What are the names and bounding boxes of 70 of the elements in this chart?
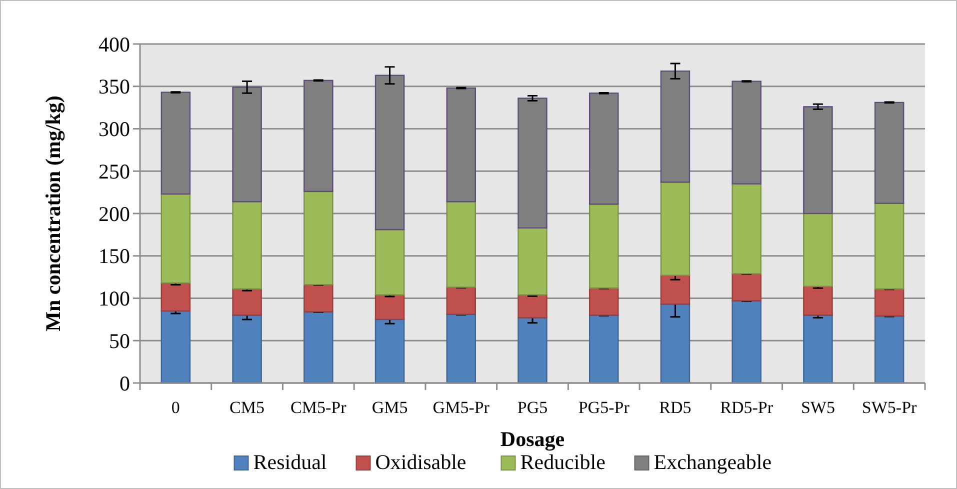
y-tick-label: 150 bbox=[98, 244, 130, 268]
bar bbox=[160, 282, 191, 312]
bar bbox=[374, 74, 405, 230]
y-tick-label: 100 bbox=[98, 286, 130, 311]
bar bbox=[232, 314, 262, 384]
bar bbox=[588, 92, 619, 205]
bar bbox=[446, 87, 476, 202]
x-tick-label: RD5 bbox=[659, 398, 692, 417]
bar bbox=[232, 86, 262, 202]
bar bbox=[446, 201, 476, 288]
x-axis-title: Dosage bbox=[500, 427, 565, 451]
legend-label: Reducible bbox=[520, 450, 606, 474]
bar bbox=[518, 317, 548, 384]
bar bbox=[446, 286, 476, 315]
bar bbox=[518, 98, 548, 229]
bar bbox=[660, 274, 690, 305]
bar bbox=[518, 294, 548, 318]
bar bbox=[232, 201, 262, 290]
y-tick-label: 200 bbox=[98, 202, 130, 226]
bar bbox=[160, 193, 191, 284]
legend-label: Exchangeable bbox=[654, 450, 772, 474]
x-tick-label: SW5 bbox=[800, 398, 835, 417]
bar bbox=[304, 311, 334, 384]
y-tick-label: 0 bbox=[120, 371, 130, 396]
bar bbox=[660, 304, 690, 384]
bar bbox=[374, 294, 405, 320]
bar bbox=[518, 227, 548, 296]
bar bbox=[732, 183, 762, 274]
legend-label: Residual bbox=[253, 450, 327, 474]
bar bbox=[803, 212, 833, 287]
x-tick-label: CM5-Pr bbox=[290, 398, 347, 417]
bar bbox=[588, 287, 619, 316]
bar bbox=[374, 318, 405, 384]
bar bbox=[160, 310, 191, 384]
x-tick-label: 0 bbox=[171, 398, 180, 417]
x-tick-label: PG5-Pr bbox=[578, 398, 630, 417]
y-tick-label: 350 bbox=[98, 74, 130, 99]
x-tick-label: PG5 bbox=[517, 398, 548, 417]
x-tick-label: CM5 bbox=[230, 398, 265, 417]
bar bbox=[732, 80, 762, 184]
bar bbox=[304, 190, 334, 286]
bar bbox=[803, 286, 833, 316]
bar bbox=[732, 273, 762, 302]
legend-label: Oxidisable bbox=[375, 450, 466, 474]
bar bbox=[304, 80, 334, 192]
x-tick-label: GM5 bbox=[372, 398, 408, 417]
bar bbox=[874, 202, 904, 290]
bar bbox=[374, 229, 405, 296]
bar bbox=[874, 315, 904, 384]
bar bbox=[588, 204, 619, 289]
bar bbox=[160, 92, 191, 195]
y-tick-label: 300 bbox=[98, 117, 130, 142]
y-tick-label: 50 bbox=[109, 328, 130, 353]
bar bbox=[446, 314, 476, 384]
x-tick-label: RD5-Pr bbox=[720, 398, 774, 417]
bar bbox=[232, 288, 262, 316]
bar bbox=[803, 314, 833, 384]
bar bbox=[803, 106, 833, 214]
bar bbox=[660, 182, 690, 276]
bar bbox=[660, 70, 690, 183]
x-tick-label: SW5-Pr bbox=[862, 398, 918, 417]
y-tick-label: 400 bbox=[98, 32, 130, 56]
x-tick-label: GM5-Pr bbox=[432, 398, 490, 417]
bar bbox=[304, 284, 334, 312]
bar bbox=[732, 300, 762, 384]
y-axis-title: Mn concentration (mg/kg) bbox=[41, 96, 65, 332]
y-tick-label: 250 bbox=[98, 159, 130, 184]
bar bbox=[874, 102, 904, 204]
bar bbox=[874, 288, 904, 317]
bar bbox=[588, 314, 619, 384]
